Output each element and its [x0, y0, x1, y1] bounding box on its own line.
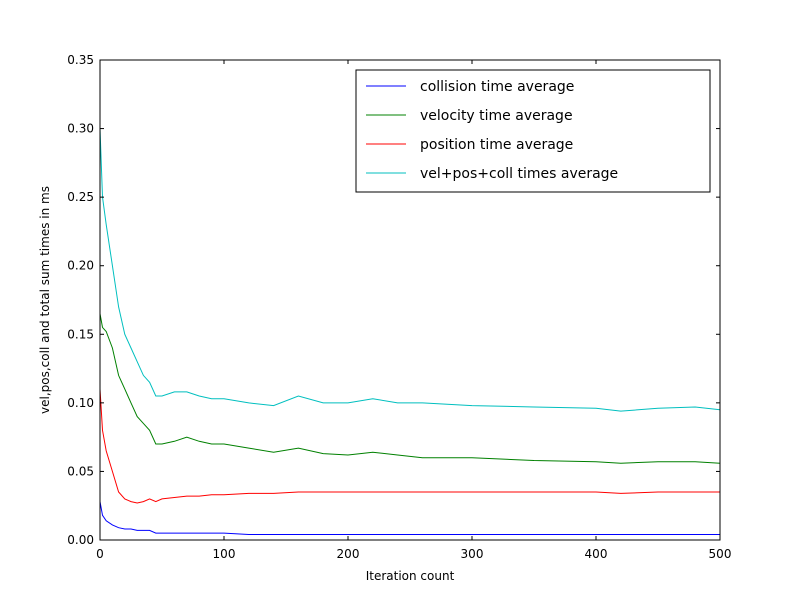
x-tick-label: 100: [213, 547, 236, 561]
x-tick-label: 200: [337, 547, 360, 561]
legend-label-0: collision time average: [420, 79, 574, 95]
legend-label-1: velocity time average: [420, 108, 573, 124]
x-tick-label: 400: [585, 547, 608, 561]
x-tick-label: 300: [461, 547, 484, 561]
series-line-0: [99, 501, 720, 535]
series-line-3: [99, 128, 721, 412]
series-line-2: [99, 389, 720, 504]
y-tick-label: 0.35: [67, 53, 94, 67]
y-tick-label: 0.25: [67, 190, 94, 204]
y-tick-label: 0.05: [67, 464, 94, 478]
y-tick-label: 0.30: [67, 122, 94, 136]
series-line-1: [99, 313, 721, 464]
legend-label-3: vel+pos+coll times average: [420, 166, 618, 182]
y-axis-label: vel,pos,coll and total sum times in ms: [38, 186, 52, 414]
plot-frame: [99, 59, 721, 541]
y-tick-label: 0.00: [67, 533, 94, 547]
x-axis-label: Iteration count: [366, 569, 455, 583]
series-layer: [99, 128, 721, 535]
x-tick-label: 500: [709, 547, 732, 561]
y-tick-label: 0.15: [67, 327, 94, 341]
y-tick-label: 0.20: [67, 259, 94, 273]
legend: collision time average velocity time aver…: [355, 69, 711, 193]
y-tick-label: 0.10: [67, 396, 94, 410]
legend-label-2: position time average: [420, 137, 573, 153]
tick-layer: 0 100 200 300 400 500 0.00 0.05 0.10 0.15 0.20 0.25…: [67, 53, 731, 561]
legend-frame: [355, 69, 711, 193]
x-tick-label: 0: [96, 547, 104, 561]
